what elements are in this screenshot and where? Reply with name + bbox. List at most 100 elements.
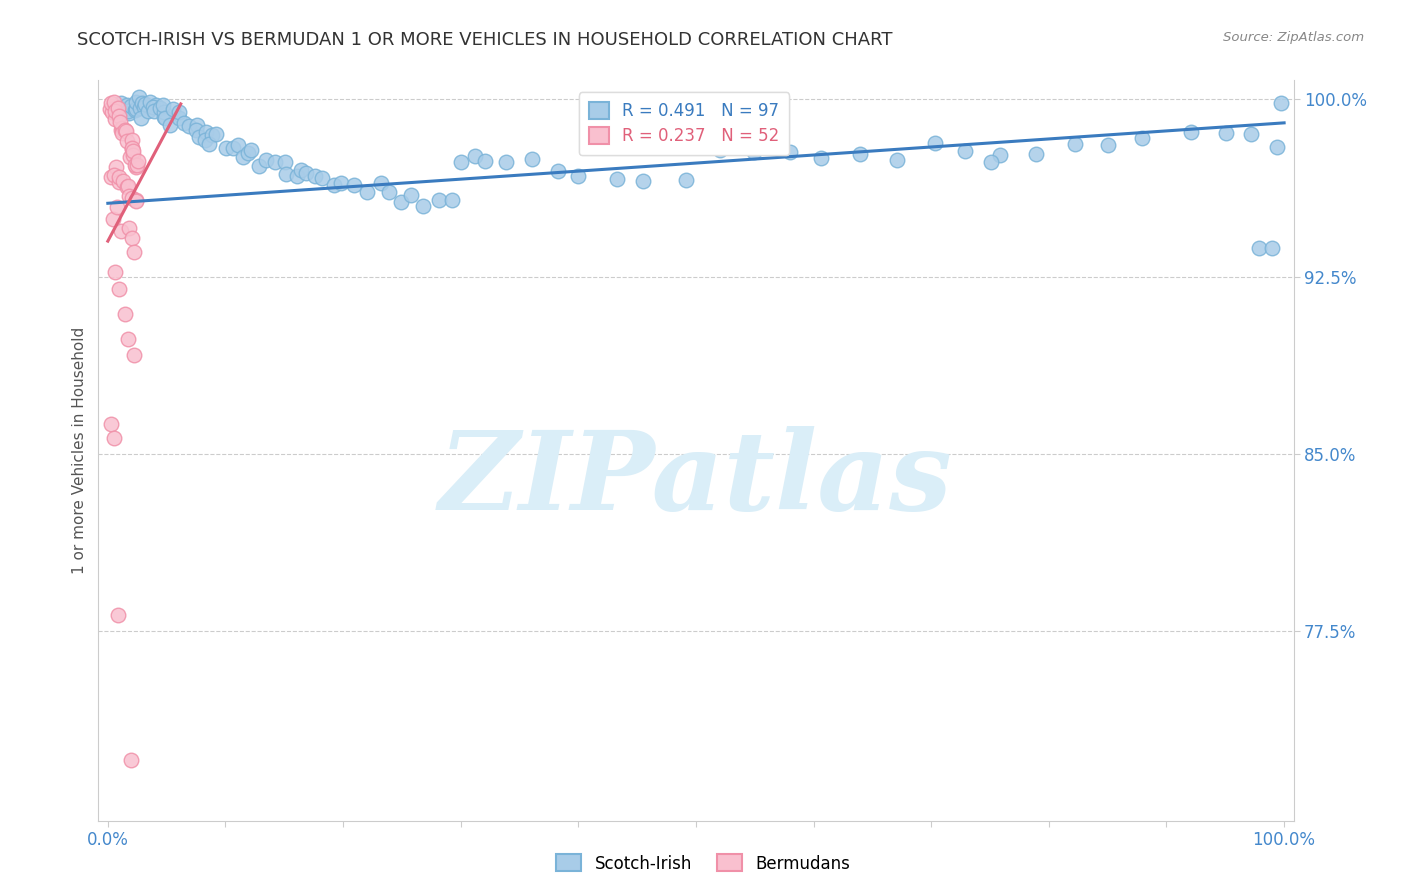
Point: [139, 95, 162, 109]
Legend: Scotch-Irish, Bermudans: Scotch-Irish, Bermudans: [550, 847, 856, 880]
Point: [104, 112, 127, 127]
Point: [274, 167, 297, 181]
Point: [1260, 241, 1282, 255]
Point: [114, 123, 136, 137]
Point: [567, 169, 589, 183]
Point: [121, 141, 143, 155]
Point: [110, 224, 132, 238]
Point: [118, 150, 141, 164]
Point: [107, 608, 129, 623]
Point: [114, 307, 136, 321]
Point: [606, 172, 628, 186]
Point: [121, 142, 143, 156]
Point: [125, 193, 148, 207]
Point: [121, 133, 143, 147]
Point: [631, 174, 654, 188]
Point: [675, 173, 697, 187]
Point: [149, 101, 172, 115]
Point: [849, 146, 872, 161]
Point: [142, 104, 165, 119]
Point: [1097, 138, 1119, 153]
Point: [955, 144, 977, 158]
Point: [169, 111, 191, 125]
Point: [110, 123, 132, 137]
Point: [125, 161, 148, 175]
Point: [1063, 137, 1085, 152]
Point: [108, 175, 131, 189]
Point: [177, 119, 200, 133]
Point: [427, 193, 450, 207]
Y-axis label: 1 or more Vehicles in Household: 1 or more Vehicles in Household: [72, 326, 87, 574]
Point: [810, 151, 832, 165]
Point: [122, 144, 145, 158]
Point: [104, 104, 127, 119]
Point: [121, 231, 143, 245]
Point: [520, 152, 543, 166]
Point: [1247, 241, 1270, 255]
Point: [117, 332, 139, 346]
Point: [124, 103, 146, 117]
Point: [195, 125, 218, 139]
Point: [120, 98, 142, 112]
Point: [709, 143, 731, 157]
Point: [1240, 127, 1263, 141]
Point: [108, 282, 131, 296]
Point: [111, 126, 134, 140]
Point: [173, 116, 195, 130]
Point: [129, 111, 152, 125]
Point: [117, 179, 139, 194]
Point: [152, 98, 174, 112]
Point: [980, 154, 1002, 169]
Text: ZIPatlas: ZIPatlas: [439, 426, 953, 533]
Point: [115, 124, 138, 138]
Point: [886, 153, 908, 167]
Point: [153, 105, 176, 120]
Point: [779, 145, 801, 159]
Point: [105, 160, 128, 174]
Point: [162, 102, 184, 116]
Point: [1265, 140, 1288, 154]
Point: [111, 120, 134, 135]
Point: [495, 154, 517, 169]
Point: [128, 90, 150, 104]
Point: [101, 104, 124, 119]
Point: [222, 141, 245, 155]
Point: [399, 188, 422, 202]
Point: [118, 188, 141, 202]
Point: [474, 154, 496, 169]
Point: [232, 150, 254, 164]
Point: [125, 194, 148, 208]
Point: [205, 128, 228, 142]
Point: [391, 194, 413, 209]
Point: [1215, 126, 1237, 140]
Point: [103, 431, 125, 445]
Point: [100, 169, 122, 184]
Point: [108, 170, 131, 185]
Point: [115, 180, 138, 194]
Point: [412, 198, 434, 212]
Point: [124, 103, 146, 117]
Point: [924, 136, 946, 150]
Point: [122, 148, 145, 162]
Point: [1270, 95, 1292, 110]
Point: [378, 185, 401, 199]
Point: [117, 135, 139, 149]
Point: [121, 191, 143, 205]
Point: [124, 158, 146, 172]
Point: [169, 105, 191, 120]
Point: [370, 176, 392, 190]
Point: [122, 348, 145, 362]
Point: [101, 211, 124, 226]
Point: [111, 102, 134, 116]
Point: [464, 149, 486, 163]
Point: [132, 100, 155, 114]
Point: [115, 98, 138, 112]
Point: [120, 753, 142, 767]
Point: [111, 174, 134, 188]
Point: [240, 143, 263, 157]
Point: [142, 100, 165, 114]
Point: [1025, 147, 1047, 161]
Point: [125, 158, 148, 172]
Point: [356, 186, 378, 200]
Point: [128, 101, 150, 115]
